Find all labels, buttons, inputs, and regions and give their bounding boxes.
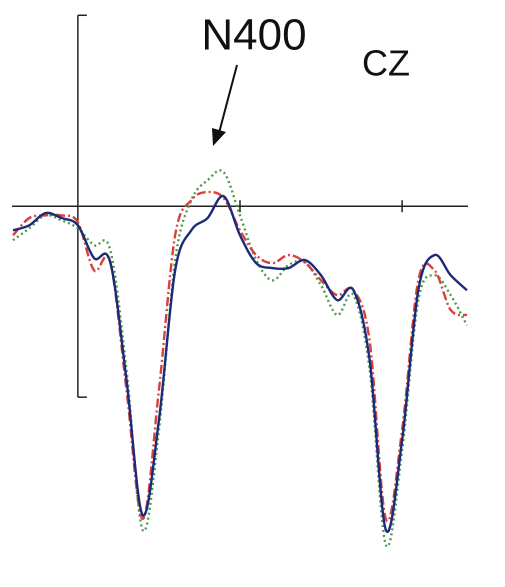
arrow-shaft xyxy=(218,64,238,134)
annotation: CZ xyxy=(362,43,410,84)
arrow-head xyxy=(212,128,226,146)
waveform xyxy=(12,194,468,534)
annotation: N400 xyxy=(201,11,306,60)
